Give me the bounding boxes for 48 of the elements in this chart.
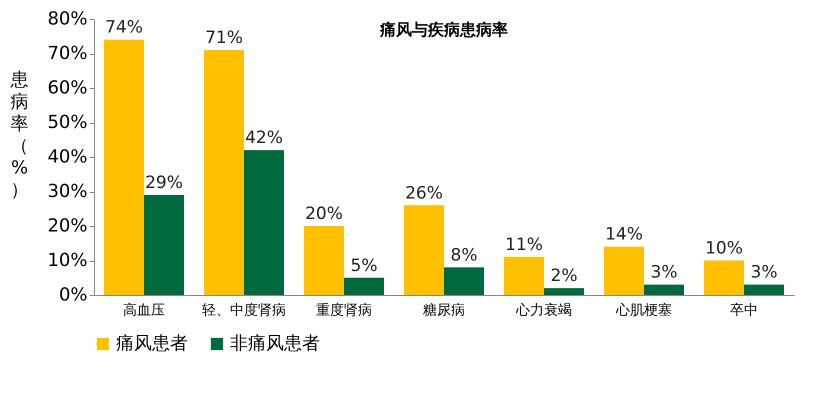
bar [644,284,684,295]
data-label: 74% [105,18,143,38]
y-tick-label: 20% [47,216,88,236]
data-label: 10% [705,238,743,258]
data-label: 11% [505,235,543,256]
bar [744,284,784,295]
bar [444,267,484,295]
y-tick-label: 70% [47,43,88,64]
bar [244,150,284,295]
y-tick-label: 40% [47,146,88,168]
x-tick-label: 心力衰竭 [515,302,572,318]
x-tick-label: 轻、中度肾病 [202,302,286,318]
y-tick-label: 80% [47,8,88,30]
bar [504,257,544,295]
bar [544,288,584,295]
data-label: 2% [550,266,578,286]
x-tick-label: 高血压 [123,302,165,318]
bar [204,50,244,295]
chart-title: 痛风与疾病患病率 [379,20,508,39]
data-label: 8% [450,245,478,266]
data-label: 71% [205,28,243,48]
legend-label: 非痛风患者 [230,333,320,354]
legend-label: 痛风患者 [116,333,188,354]
data-label: 26% [405,183,443,204]
x-tick-label: 糖尿病 [423,302,465,318]
bar [304,226,344,295]
bar [404,205,444,295]
x-tick-label: 心肌梗塞 [615,302,672,318]
x-tick-label: 卒中 [730,302,758,318]
y-tick-label: 10% [47,250,88,271]
y-tick-label: 50% [47,112,88,133]
bar [704,260,744,295]
bar [144,194,184,295]
data-label: 14% [605,224,643,245]
data-label: 5% [350,256,378,276]
bar [604,246,644,295]
data-label: 29% [145,172,183,193]
data-label: 42% [245,128,283,148]
y-tick-label: 0% [58,284,88,306]
y-tick-label: 60% [47,78,88,98]
bar [344,278,384,295]
data-label: 3% [750,262,778,283]
data-label: 20% [305,204,343,224]
bar [104,40,144,295]
y-axis-title: 患病率（%） [10,70,28,200]
y-tick-label: 30% [47,181,88,202]
x-tick-label: 重度肾病 [316,302,372,318]
data-label: 3% [650,262,678,283]
